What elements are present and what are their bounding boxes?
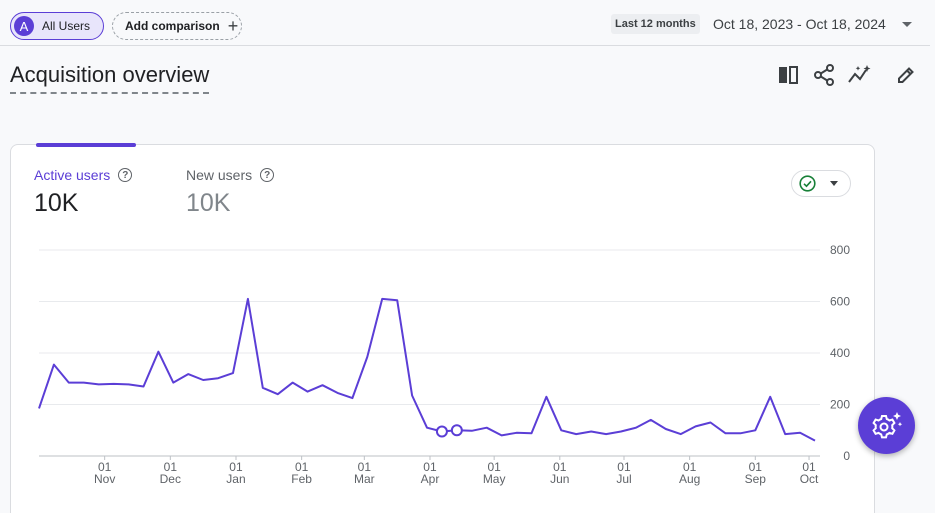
chevron-down-icon: [830, 181, 838, 186]
metric-value: 10K: [34, 189, 79, 217]
metric-tab-active-users[interactable]: Active users? 10K: [34, 167, 133, 218]
edit-pencil-icon[interactable]: [893, 62, 919, 88]
check-circle-icon: [799, 175, 816, 192]
data-quality-dropdown[interactable]: [791, 170, 851, 197]
metric-label: Active users: [34, 167, 111, 183]
acquisition-chart-card: Active users? 10K New users? 10K: [10, 143, 875, 513]
plus-icon: +: [227, 16, 239, 36]
compare-columns-icon[interactable]: [775, 62, 801, 88]
add-comparison-button[interactable]: Add comparison +: [112, 12, 242, 40]
segment-chip-all-users[interactable]: A All Users: [10, 12, 104, 40]
metric-value: 10K: [186, 189, 231, 217]
report-header-bar: A All Users Add comparison + Last 12 mon…: [0, 0, 930, 46]
segment-label: All Users: [42, 19, 91, 33]
metric-tab-new-users[interactable]: New users? 10K: [186, 167, 275, 218]
page-title[interactable]: Acquisition overview: [10, 62, 210, 94]
insights-icon[interactable]: [847, 62, 873, 88]
selected-metric-indicator: [36, 143, 136, 147]
chevron-down-icon[interactable]: [902, 22, 912, 27]
help-icon[interactable]: ?: [260, 168, 275, 182]
assistant-fab-button[interactable]: [858, 397, 915, 454]
share-icon[interactable]: [811, 62, 837, 88]
segment-avatar: A: [14, 16, 34, 36]
date-range-picker[interactable]: Oct 18, 2023 - Oct 18, 2024: [713, 16, 886, 32]
metric-label: New users: [186, 167, 253, 183]
settings-sparkle-icon: [871, 411, 902, 438]
add-comparison-label: Add comparison: [125, 19, 220, 33]
date-range-preset-badge: Last 12 months: [611, 14, 700, 34]
help-icon[interactable]: ?: [118, 168, 133, 182]
